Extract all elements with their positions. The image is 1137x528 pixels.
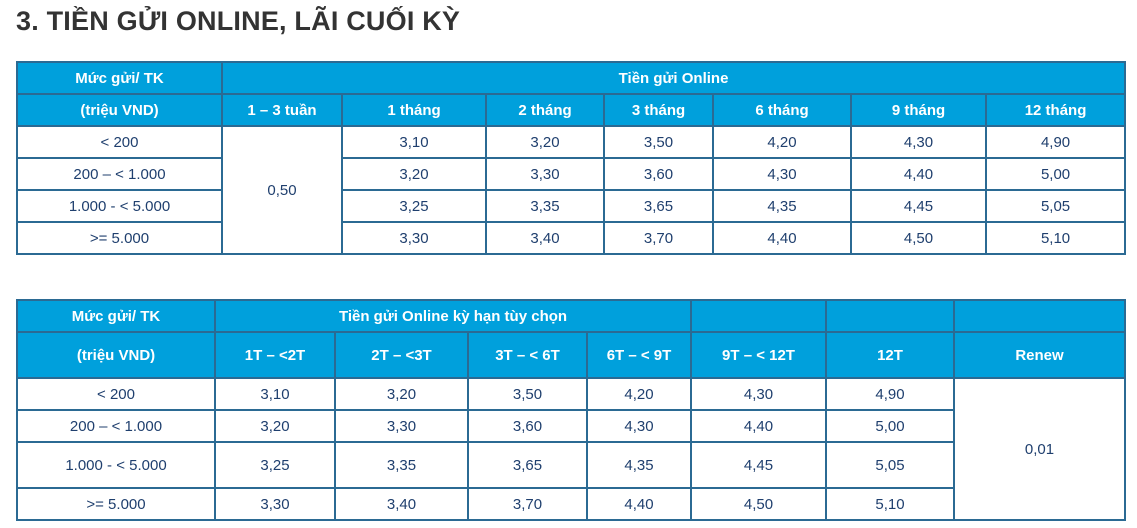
rate-cell: 3,30	[341, 221, 487, 255]
term-header: 9 tháng	[850, 93, 987, 127]
rate-cell: 3,70	[467, 487, 588, 521]
rate-cell: 4,45	[690, 441, 827, 489]
rate-cell: 3,60	[603, 157, 714, 191]
rate-cell: 3,70	[603, 221, 714, 255]
rate-cell: 4,20	[586, 377, 692, 411]
rate-cell: 4,50	[850, 221, 987, 255]
rate-cell: 3,65	[603, 189, 714, 223]
rate-cell: 4,20	[712, 125, 852, 159]
rate-cell: 4,50	[690, 487, 827, 521]
rate-cell: 4,40	[690, 409, 827, 443]
table-row: < 200 3,10 3,20 3,50 4,20 4,30 4,90 0,01	[16, 377, 1126, 521]
level-cell: >= 5.000	[16, 221, 223, 255]
rate-cell: 3,25	[214, 441, 336, 489]
rate-cell: 4,45	[850, 189, 987, 223]
level-cell: < 200	[16, 377, 216, 411]
level-header: Mức gửi/ TK	[16, 299, 216, 333]
rate-cell: 3,40	[334, 487, 469, 521]
rate-cell: 3,20	[214, 409, 336, 443]
term-header: 1T – <2T	[214, 331, 336, 379]
term-header: 3 tháng	[603, 93, 714, 127]
term-header: 2 tháng	[485, 93, 605, 127]
rate-cell: 5,10	[984, 221, 1127, 255]
table-row: 200 – < 1.000 3,20 3,30 3,60 4,30 4,40 5,00	[16, 409, 1125, 443]
renew-header: Renew	[953, 331, 1126, 379]
online-flexible-term-rate-table: Mức gửi/ TK Tiền gửi Online kỳ hạn tùy c…	[16, 299, 1126, 521]
rate-cell: 3,10	[214, 377, 336, 411]
level-cell: < 200	[16, 125, 223, 159]
level-cell: >= 5.000	[16, 487, 216, 521]
rate-cell: 4,90	[825, 377, 955, 411]
term-header: 1 tháng	[341, 93, 487, 127]
rate-cell: 3,25	[341, 189, 487, 223]
term-header: 9T – < 12T	[690, 331, 827, 379]
rate-cell: 5,00	[825, 409, 955, 443]
rate-cell: 3,35	[334, 441, 469, 489]
rate-cell: 3,35	[485, 189, 605, 223]
term-header: 6 tháng	[712, 93, 852, 127]
term-header: 1 – 3 tuần	[221, 93, 343, 127]
short-term-rate-cell: 0,50	[221, 125, 343, 255]
table-row: 200 – < 1.000 3,20 3,30 3,60 4,30 4,40 5,00	[16, 157, 1127, 191]
level-cell: 1.000 - < 5.000	[16, 441, 216, 489]
online-deposit-rate-table: Mức gửi/ TK Tiền gửi Online (triệu VND) …	[16, 61, 1127, 255]
rate-cell: 3,50	[467, 377, 588, 411]
empty-header	[953, 299, 1126, 333]
rate-cell: 4,30	[586, 409, 692, 443]
group-header: Tiền gửi Online kỳ hạn tùy chọn	[214, 299, 692, 333]
level-cell: 200 – < 1.000	[16, 157, 223, 191]
rate-cell: 4,90	[984, 125, 1127, 159]
rate-cell: 3,65	[467, 441, 588, 489]
term-header: 6T – < 9T	[586, 331, 692, 379]
term-header: 2T – <3T	[334, 331, 469, 379]
rate-cell: 3,30	[214, 487, 336, 521]
term-header: 12T	[825, 331, 955, 379]
table-row: 1.000 - < 5.000 3,25 3,35 3,65 4,35 4,45 5,05	[16, 441, 1125, 489]
rate-cell: 3,30	[485, 157, 605, 191]
rate-cell: 4,40	[586, 487, 692, 521]
group-header: Tiền gửi Online	[220, 61, 1127, 95]
rate-cell: 3,20	[341, 157, 487, 191]
rate-cell: 4,35	[586, 441, 692, 489]
rate-cell: 3,40	[485, 221, 605, 255]
table-row: 1.000 - < 5.000 3,25 3,35 3,65 4,35 4,45 5,05	[16, 189, 1127, 223]
table-row: < 200 0,50 3,10 3,20 3,50 4,20 4,30 4,90	[16, 125, 1127, 255]
term-header: 12 tháng	[984, 93, 1127, 127]
rate-cell: 3,20	[485, 125, 605, 159]
rate-cell: 3,30	[334, 409, 469, 443]
level-header: Mức gửi/ TK	[16, 61, 223, 95]
rate-cell: 3,10	[341, 125, 487, 159]
section-title: 3. TIỀN GỬI ONLINE, LÃI CUỐI KỲ	[16, 6, 461, 36]
rate-cell: 5,05	[984, 189, 1127, 223]
rate-cell: 3,60	[467, 409, 588, 443]
rate-cell: 4,35	[712, 189, 852, 223]
level-cell: 1.000 - < 5.000	[16, 189, 223, 223]
term-header: 3T – < 6T	[467, 331, 588, 379]
rate-cell: 5,05	[825, 441, 955, 489]
table-row: >= 5.000 3,30 3,40 3,70 4,40 4,50 5,10	[16, 487, 1125, 521]
rate-cell: 4,40	[850, 157, 987, 191]
rate-cell: 4,30	[690, 377, 827, 411]
renew-rate-cell: 0,01	[953, 377, 1126, 521]
rate-cell: 3,50	[603, 125, 714, 159]
level-unit-header: (triệu VND)	[16, 93, 223, 127]
rate-cell: 4,40	[712, 221, 852, 255]
level-cell: 200 – < 1.000	[16, 409, 216, 443]
table-row: >= 5.000 3,30 3,40 3,70 4,40 4,50 5,10	[16, 221, 1127, 255]
empty-header	[690, 299, 827, 333]
rate-cell: 5,00	[984, 157, 1127, 191]
empty-header	[825, 299, 955, 333]
rate-cell: 4,30	[712, 157, 852, 191]
rate-cell: 3,20	[334, 377, 469, 411]
rate-cell: 5,10	[825, 487, 955, 521]
rate-cell: 4,30	[850, 125, 987, 159]
level-unit-header: (triệu VND)	[16, 331, 216, 379]
